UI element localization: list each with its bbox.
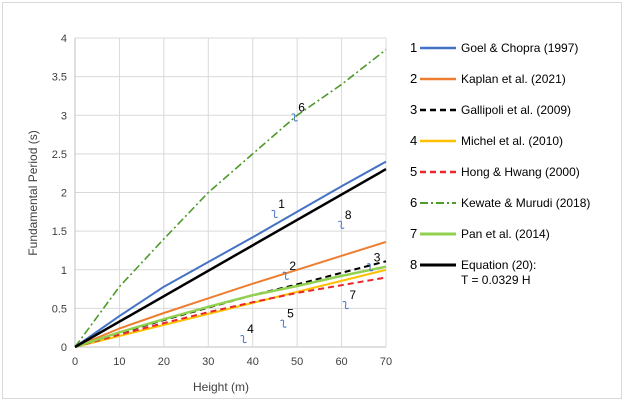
- legend-label: Pan et al. (2014): [461, 227, 550, 241]
- curve-label-leader: [342, 301, 349, 310]
- y-tick-label: 4: [61, 33, 67, 45]
- y-tick-label: 1.5: [52, 226, 67, 238]
- legend-label: T = 0.0329 H: [461, 273, 531, 287]
- axis-ticks: 00.511.522.533.540 10 20 30 40 50 60 70: [52, 33, 392, 368]
- y-axis-title: Fundamental Period (s): [26, 130, 40, 255]
- series-line-3: [74, 260, 387, 348]
- legend: 1 Goel & Chopra (1997) 2 Kaplan et al. (202…: [410, 40, 590, 287]
- legend-number: 8: [410, 257, 417, 272]
- curve-label: 5: [287, 307, 294, 321]
- y-tick-label: 0.5: [52, 303, 67, 315]
- curve-label: 3: [374, 250, 381, 264]
- legend-label: Gallipoli et al. (2009): [461, 103, 571, 117]
- legend-number: 6: [410, 195, 417, 210]
- series-annotations: 1 2 3 4 5 6 7 8: [240, 100, 381, 344]
- curve-label: 6: [298, 100, 305, 114]
- legend-number: 5: [410, 164, 417, 179]
- x-tick-label: 30: [202, 356, 214, 368]
- x-tick-label: 50: [291, 356, 303, 368]
- x-tick-label: 70: [380, 356, 392, 368]
- legend-label: Goel & Chopra (1997): [461, 41, 578, 55]
- x-tick-label: 10: [113, 356, 125, 368]
- curve-label: 2: [289, 259, 296, 273]
- legend-number: 4: [410, 133, 417, 148]
- legend-label: Hong & Hwang (2000): [461, 165, 580, 179]
- x-tick-label: 20: [158, 356, 170, 368]
- series-line-8: [74, 168, 387, 349]
- legend-label: Kewate & Murudi (2018): [461, 196, 590, 210]
- curve-label-leader: [291, 113, 298, 122]
- legend-number: 3: [410, 102, 417, 117]
- curve-label-leader: [338, 220, 345, 229]
- series-line-4: [74, 268, 387, 348]
- x-tick-label: 0: [72, 356, 78, 368]
- curve-label-leader: [366, 263, 374, 272]
- curve-label-leader: [271, 209, 278, 219]
- legend-label: Equation (20):: [461, 258, 536, 272]
- y-tick-label: 3.5: [52, 72, 67, 84]
- series-line-1: [74, 160, 387, 348]
- y-tick-label: 2.5: [52, 149, 67, 161]
- chart-frame: [2, 2, 622, 399]
- series-line-6: [74, 48, 387, 348]
- legend-number: 2: [410, 71, 417, 86]
- curve-label: 1: [278, 197, 285, 211]
- x-tick-label: 60: [335, 356, 347, 368]
- y-tick-label: 3: [61, 110, 67, 122]
- y-tick-label: 2: [61, 188, 67, 200]
- legend-number: 1: [410, 40, 417, 55]
- curve-label-leader: [240, 335, 247, 344]
- curve-label: 4: [247, 322, 254, 336]
- legend-label: Michel et al. (2010): [461, 134, 563, 148]
- legend-label: Kaplan et al. (2021): [461, 72, 566, 86]
- x-tick-label: 40: [247, 356, 259, 368]
- series-line-5: [74, 276, 387, 348]
- series-line-2: [74, 240, 387, 348]
- x-axis-title: Height (m): [193, 380, 249, 394]
- curve-label: 7: [349, 288, 356, 302]
- y-tick-label: 1: [61, 265, 67, 277]
- series-lines: [74, 48, 387, 349]
- curve-label-leader: [280, 319, 287, 328]
- curve-label: 8: [345, 208, 352, 222]
- legend-number: 7: [410, 226, 417, 241]
- curve-label-leader: [282, 271, 289, 280]
- y-tick-label: 0: [61, 342, 67, 354]
- series-line-7: [74, 265, 387, 349]
